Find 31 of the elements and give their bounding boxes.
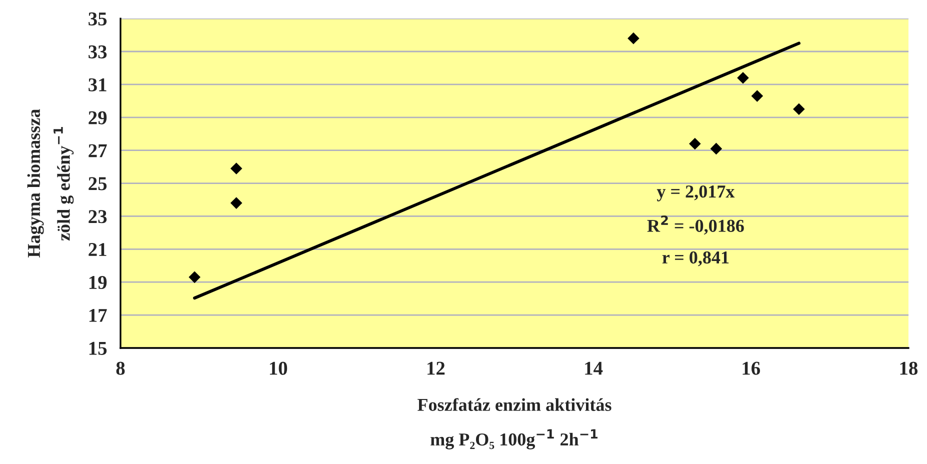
point <box>710 142 722 155</box>
x-tick-label: 12 <box>428 362 445 375</box>
point <box>230 162 242 174</box>
y-tick-label: 31 <box>88 78 106 92</box>
annotation: r = 0,841 <box>662 251 729 266</box>
x-tick-label: 10 <box>270 362 288 375</box>
y-tick-label: 17 <box>89 308 107 322</box>
y-tick-label: 35 <box>88 12 107 26</box>
y-tick-label: 25 <box>88 177 107 190</box>
y-tick-label: 33 <box>88 45 107 58</box>
x-tick-label: 18 <box>900 362 918 375</box>
point <box>689 138 701 150</box>
point <box>793 103 805 116</box>
point <box>737 72 749 84</box>
y-tick-label: 23 <box>88 210 107 224</box>
text: Foszfatáz enzim aktivitás mg P₂O₅ 100g$^{−1}$ 2h$^{−1}$ <box>418 398 612 450</box>
y-axis-title: Hagyma biomassza zöld g edény$^{−1}$ <box>27 109 74 258</box>
y-tick-label: 29 <box>88 111 107 124</box>
annotation: R$^{2}$ = -0,0186 <box>647 215 744 235</box>
point <box>628 32 640 44</box>
x-tick-label: 8 <box>116 362 125 375</box>
y-tick-label: 21 <box>88 243 106 256</box>
x-tick-label: 14 <box>585 362 603 375</box>
y-tick-label: 15 <box>89 342 107 355</box>
y-tick-label: 27 <box>88 144 107 158</box>
y-tick-label: 19 <box>89 276 107 290</box>
point <box>751 90 764 102</box>
point <box>230 197 242 209</box>
point <box>188 271 200 284</box>
annotation: y = 2,017x <box>656 185 735 202</box>
x-tick-label: 16 <box>742 362 760 375</box>
